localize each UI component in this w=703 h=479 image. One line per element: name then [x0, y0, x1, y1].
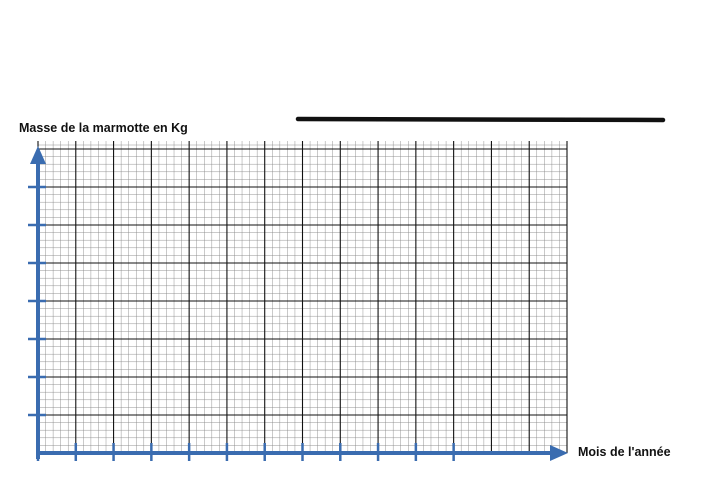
grid-major: [38, 141, 567, 453]
axes: [28, 146, 568, 461]
answer-blank-line: [298, 119, 663, 120]
y-axis-label: Masse de la marmotte en Kg: [19, 121, 188, 135]
x-axis-arrow: [550, 445, 568, 461]
x-axis-label: Mois de l'année: [578, 445, 671, 459]
